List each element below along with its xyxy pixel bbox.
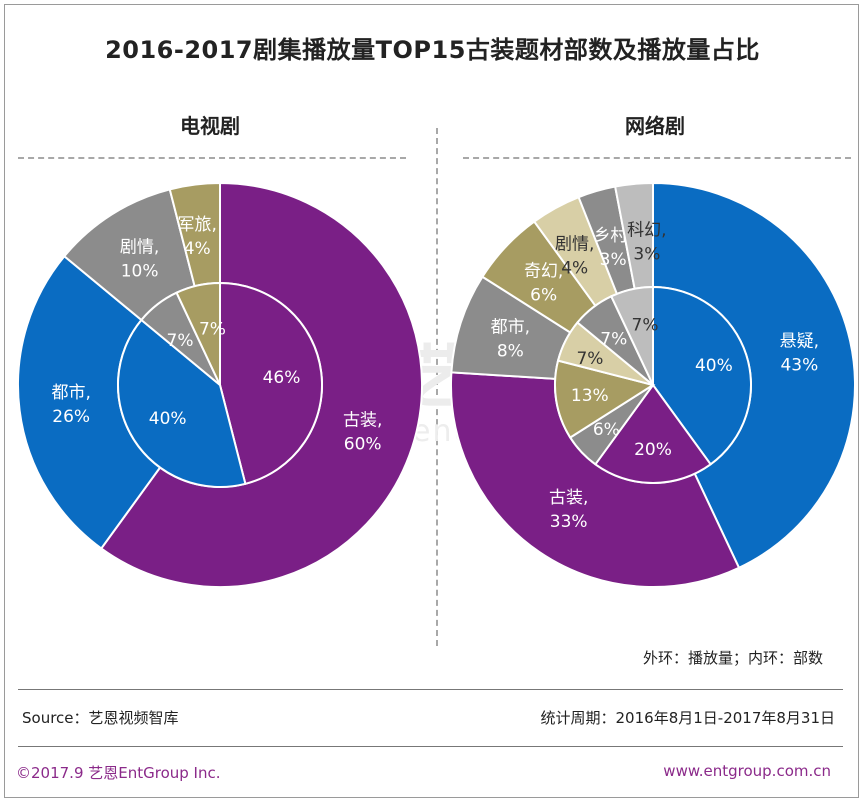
web-inner-label-5: 7% — [600, 329, 627, 349]
web-outer-label-1: 古装, 33% — [549, 488, 588, 532]
tv-outer-label-0: 古装, 60% — [343, 410, 382, 454]
tv-inner-label-0: 46% — [263, 368, 301, 388]
web-outer-label-3: 奇幻, 6% — [524, 261, 563, 305]
web-inner-label-2: 6% — [593, 420, 620, 440]
tv-inner-slice-0 — [219, 281, 323, 486]
web-inner-label-4: 7% — [576, 349, 603, 369]
tv-subtitle-divider — [18, 157, 406, 159]
website-link[interactable]: www.entgroup.com.cn — [663, 762, 831, 780]
web-outer-label-0: 悬疑, 43% — [780, 331, 819, 375]
chart-title: 2016-2017剧集播放量TOP15古装题材部数及播放量占比 — [105, 36, 760, 64]
web-inner-slice-6 — [609, 285, 654, 386]
source-text: Source：艺恩视频智库 — [22, 709, 179, 727]
web-inner-slice-1 — [593, 383, 713, 484]
web-inner-slice-3 — [554, 359, 656, 439]
copyright-text: ©2017.9 艺恩EntGroup Inc. — [16, 764, 221, 782]
web-outer-label-4: 剧情, 4% — [555, 235, 594, 279]
web-inner-label-1: 20% — [634, 440, 672, 460]
period-text: 统计周期：2016年8月1日-2017年8月31日 — [540, 709, 835, 727]
web-subtitle: 网络剧 — [625, 114, 685, 138]
web-inner-slice-0 — [652, 285, 752, 466]
tv-inner-label-3: 7% — [199, 319, 226, 339]
tv-subtitle: 电视剧 — [180, 114, 240, 138]
tv-outer-label-2: 剧情, 10% — [120, 237, 159, 281]
ring-legend-note: 外环：播放量；内环：部数 — [642, 649, 823, 667]
tv-inner-slice-3 — [175, 281, 221, 386]
tv-inner-slice-1 — [117, 318, 247, 488]
tv-inner-label-2: 7% — [167, 331, 194, 351]
footer-divider-top — [18, 689, 843, 690]
tv-outer-label-1: 都市, 26% — [51, 383, 90, 427]
footer-divider-bottom — [18, 746, 843, 747]
vertical-divider — [436, 128, 438, 646]
web-subtitle-divider — [463, 157, 851, 159]
web-inner-label-0: 40% — [695, 356, 733, 376]
tv-inner-label-1: 40% — [149, 409, 187, 429]
web-inner-label-3: 13% — [571, 386, 609, 406]
tv-outer-label-3: 军旅, 4% — [177, 215, 216, 259]
web-outer-label-6: 科幻, 3% — [627, 221, 666, 265]
web-outer-label-2: 都市, 8% — [491, 318, 530, 362]
web-inner-label-6: 7% — [632, 316, 659, 336]
